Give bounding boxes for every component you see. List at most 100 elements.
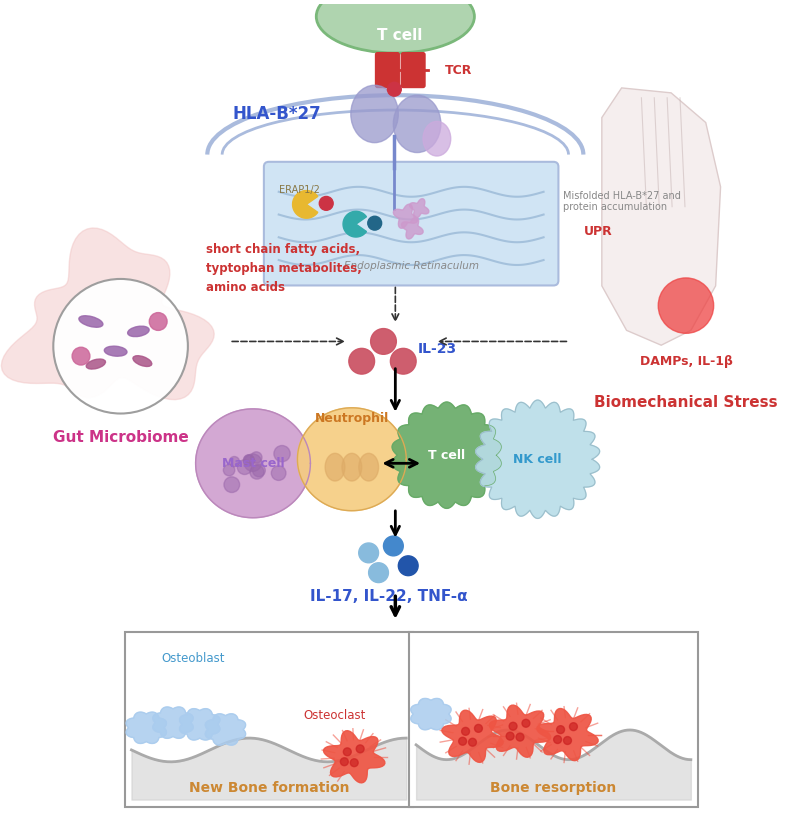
- Polygon shape: [411, 699, 451, 730]
- Ellipse shape: [128, 326, 149, 337]
- Ellipse shape: [351, 85, 398, 143]
- Polygon shape: [180, 709, 220, 740]
- Circle shape: [506, 732, 514, 740]
- Polygon shape: [205, 713, 245, 745]
- Circle shape: [516, 733, 524, 741]
- Circle shape: [399, 556, 418, 576]
- Circle shape: [371, 328, 396, 355]
- Ellipse shape: [342, 453, 362, 481]
- Text: TCR: TCR: [445, 63, 472, 76]
- Circle shape: [149, 313, 167, 330]
- Polygon shape: [126, 712, 166, 744]
- Circle shape: [388, 82, 401, 96]
- Text: UPR: UPR: [583, 225, 612, 237]
- Circle shape: [554, 736, 562, 744]
- Text: Endoplasmic Retinaculum: Endoplasmic Retinaculum: [344, 260, 479, 271]
- Ellipse shape: [359, 453, 379, 481]
- Polygon shape: [297, 408, 406, 511]
- Polygon shape: [442, 710, 503, 763]
- Circle shape: [224, 477, 240, 493]
- Ellipse shape: [133, 355, 152, 366]
- Circle shape: [244, 455, 255, 466]
- Text: Osteoblast: Osteoblast: [161, 652, 225, 665]
- Circle shape: [359, 543, 379, 562]
- Ellipse shape: [105, 346, 127, 356]
- Polygon shape: [401, 218, 423, 239]
- Text: short chain fatty acids,
typtophan metabolites,
amino acids: short chain fatty acids, typtophan metab…: [205, 243, 361, 294]
- Circle shape: [340, 758, 348, 766]
- Circle shape: [229, 456, 240, 467]
- Text: Misfolded HLA-B*27 and
protein accumulation: Misfolded HLA-B*27 and protein accumulat…: [563, 190, 682, 212]
- FancyBboxPatch shape: [409, 632, 698, 806]
- FancyBboxPatch shape: [401, 53, 425, 88]
- Circle shape: [252, 464, 265, 477]
- Circle shape: [391, 348, 416, 374]
- Text: ERAP1/2: ERAP1/2: [279, 185, 320, 195]
- Ellipse shape: [79, 316, 103, 328]
- Polygon shape: [489, 705, 551, 757]
- Circle shape: [563, 736, 571, 745]
- Polygon shape: [292, 190, 318, 218]
- FancyBboxPatch shape: [376, 53, 400, 88]
- Circle shape: [274, 446, 290, 461]
- Polygon shape: [392, 402, 502, 508]
- Ellipse shape: [325, 453, 345, 481]
- Text: Mast cell: Mast cell: [221, 456, 284, 470]
- Polygon shape: [393, 204, 417, 228]
- Text: T cell: T cell: [376, 28, 422, 43]
- Circle shape: [658, 277, 714, 333]
- Polygon shape: [196, 409, 310, 518]
- Text: Neutrophil: Neutrophil: [315, 411, 389, 424]
- Text: Biomechanical Stress: Biomechanical Stress: [594, 395, 777, 410]
- Ellipse shape: [316, 0, 475, 53]
- Ellipse shape: [423, 122, 451, 156]
- Ellipse shape: [86, 359, 105, 369]
- Circle shape: [244, 454, 261, 471]
- Text: NK cell: NK cell: [514, 452, 562, 466]
- Circle shape: [557, 726, 565, 734]
- Text: T cell: T cell: [428, 449, 465, 461]
- Ellipse shape: [393, 95, 441, 153]
- Circle shape: [459, 737, 467, 745]
- Circle shape: [368, 216, 382, 230]
- Circle shape: [344, 748, 352, 756]
- Circle shape: [224, 465, 235, 476]
- Polygon shape: [343, 211, 367, 237]
- Circle shape: [475, 724, 483, 732]
- Polygon shape: [324, 731, 385, 783]
- Circle shape: [368, 562, 388, 583]
- Circle shape: [384, 536, 403, 556]
- Polygon shape: [153, 707, 193, 738]
- Circle shape: [350, 759, 358, 767]
- Text: IL-17, IL-22, TNF-α: IL-17, IL-22, TNF-α: [309, 589, 467, 603]
- Polygon shape: [2, 228, 214, 400]
- Polygon shape: [602, 88, 721, 345]
- Circle shape: [462, 727, 470, 736]
- Polygon shape: [410, 199, 429, 218]
- Text: IL-23: IL-23: [418, 342, 457, 356]
- Circle shape: [54, 279, 188, 414]
- Circle shape: [509, 722, 517, 730]
- Circle shape: [349, 348, 375, 374]
- Circle shape: [570, 722, 578, 731]
- Polygon shape: [537, 709, 598, 761]
- FancyBboxPatch shape: [125, 632, 413, 806]
- Circle shape: [320, 196, 333, 210]
- Circle shape: [72, 347, 90, 365]
- Text: HLA-B*27: HLA-B*27: [233, 105, 321, 123]
- Text: Osteoclast: Osteoclast: [303, 709, 365, 722]
- Circle shape: [250, 465, 264, 479]
- Text: Gut Microbiome: Gut Microbiome: [53, 430, 189, 445]
- Polygon shape: [475, 400, 600, 518]
- Circle shape: [272, 466, 286, 480]
- Circle shape: [244, 455, 254, 466]
- Circle shape: [468, 738, 476, 746]
- FancyBboxPatch shape: [264, 162, 559, 286]
- Text: Bone resorption: Bone resorption: [491, 781, 617, 795]
- Text: New Bone formation: New Bone formation: [189, 781, 349, 795]
- Circle shape: [522, 719, 530, 727]
- Circle shape: [237, 460, 252, 475]
- Text: DAMPs, IL-1β: DAMPs, IL-1β: [639, 355, 733, 368]
- Circle shape: [251, 452, 262, 463]
- Circle shape: [356, 745, 364, 753]
